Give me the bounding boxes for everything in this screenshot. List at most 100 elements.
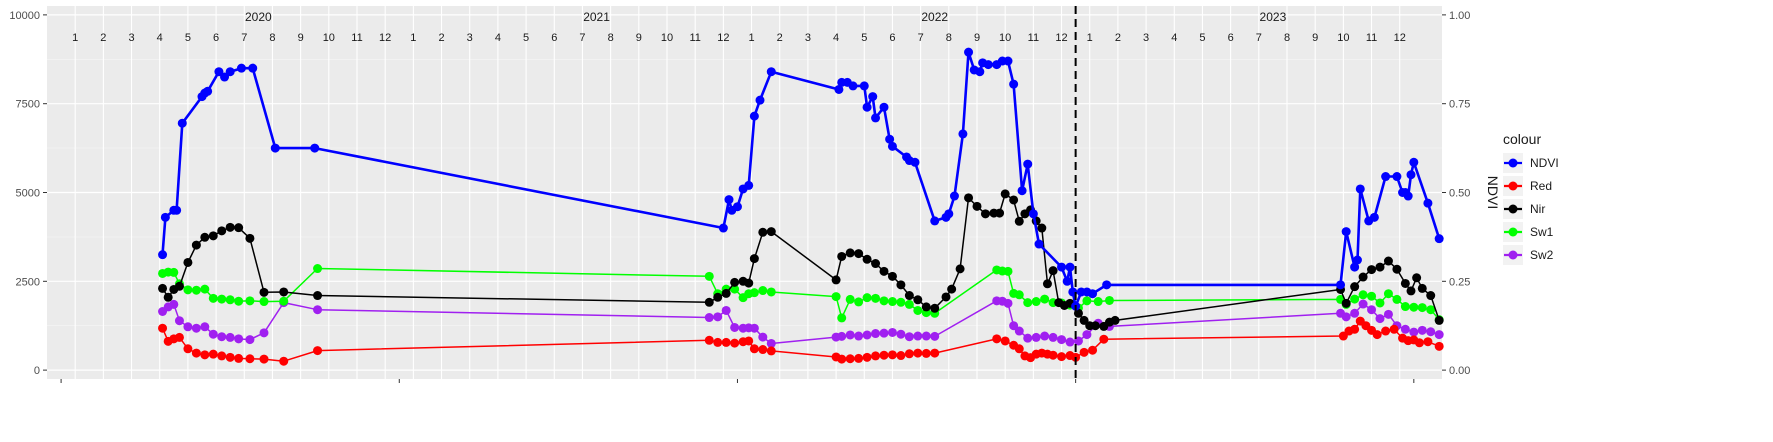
month-label: 9 [1312,32,1318,44]
data-point-sw1 [896,297,906,307]
data-point-sw2 [730,322,740,332]
month-label: 9 [636,32,642,44]
data-point-red [1014,344,1024,354]
data-point-sw1 [862,293,872,303]
data-point-ndvi [1341,227,1351,237]
month-label: 4 [1171,32,1177,44]
year-label: 2023 [1260,10,1287,24]
data-point-sw2 [721,305,731,315]
month-label: 1 [748,32,754,44]
data-point-sw2 [245,335,255,345]
data-point-sw1 [1375,298,1385,308]
data-point-ndvi [1009,79,1019,89]
month-label: 9 [298,32,304,44]
data-point-sw2 [1009,321,1019,331]
data-point-sw1 [1040,294,1050,304]
data-point-nir [1406,286,1416,296]
data-point-nir [200,232,210,242]
data-point-ndvi [225,67,235,77]
data-point-nir [1400,278,1410,288]
data-point-nir [163,292,173,302]
data-point-red [730,338,740,348]
data-point-ndvi [1028,209,1038,219]
data-point-nir [721,288,731,298]
data-point-ndvi [834,84,844,94]
data-point-sw1 [913,305,923,315]
data-point-sw1 [1104,295,1114,305]
data-point-nir [174,281,184,291]
data-point-red [930,348,940,358]
data-point-nir [1048,266,1058,276]
data-point-sw2 [766,338,776,348]
data-point-ndvi [859,81,869,91]
data-point-sw1 [259,297,269,307]
y2-tick-label: 0.00 [1449,365,1470,377]
data-point-sw2 [904,332,914,342]
data-point-ndvi [755,95,765,105]
data-point-ndvi [724,195,734,205]
data-point-ndvi [1034,239,1044,249]
data-point-red [1057,352,1067,362]
data-point-nir [217,226,227,236]
month-label: 1 [1087,32,1093,44]
data-point-sw2 [837,331,847,341]
data-point-sw1 [837,313,847,323]
data-point-nir [947,284,957,294]
data-point-red [904,349,914,359]
data-point-sw1 [704,271,714,281]
data-point-ndvi [1102,280,1112,290]
legend-label: Sw1 [1530,225,1554,239]
data-point-sw1 [225,295,235,305]
data-point-red [871,351,881,361]
data-point-nir [921,302,931,312]
month-label: 11 [1028,32,1039,44]
data-point-nir [749,254,759,264]
data-point-ndvi [1023,159,1033,169]
data-point-sw2 [225,332,235,342]
y-tick-label: 10000 [9,10,40,22]
data-point-sw1 [1031,297,1041,307]
data-point-sw2 [1383,309,1393,319]
data-point-nir [1434,315,1444,325]
data-point-red [766,346,776,356]
data-point-sw2 [217,332,227,342]
y2-tick-label: 0.75 [1449,99,1470,111]
data-point-nir [1037,223,1047,233]
data-point-sw1 [208,293,218,303]
data-point-red [744,336,754,346]
data-point-nir [744,278,754,288]
data-point-ndvi [964,47,974,57]
data-point-sw2 [854,331,864,341]
month-label: 4 [833,32,839,44]
data-point-red [854,353,864,363]
data-point-sw2 [1031,332,1041,342]
data-point-sw1 [749,288,759,298]
data-point-sw2 [234,334,244,344]
data-point-sw2 [1367,305,1377,315]
month-label: 9 [974,32,980,44]
data-point-sw1 [871,293,881,303]
month-label: 8 [1284,32,1290,44]
data-point-sw2 [1003,298,1013,308]
data-point-sw2 [1426,327,1436,337]
month-label: 10 [661,32,673,44]
data-point-nir [183,257,193,267]
data-point-ndvi [885,134,895,144]
data-point-sw2 [1400,324,1410,334]
month-label: 2 [438,32,444,44]
month-label: 4 [495,32,501,44]
y2-tick-label: 1.00 [1449,10,1470,22]
data-point-ndvi [1350,262,1360,272]
data-point-sw1 [217,294,227,304]
data-point-red [887,350,897,360]
month-label: 3 [1143,32,1149,44]
month-label: 3 [467,32,473,44]
data-point-red [245,354,255,364]
data-point-ndvi [766,67,776,77]
data-point-sw2 [913,331,923,341]
data-point-sw2 [1048,332,1058,342]
data-point-nir [904,291,914,301]
data-point-sw1 [904,299,914,309]
data-point-sw1 [758,286,768,296]
data-point-nir [279,287,289,297]
